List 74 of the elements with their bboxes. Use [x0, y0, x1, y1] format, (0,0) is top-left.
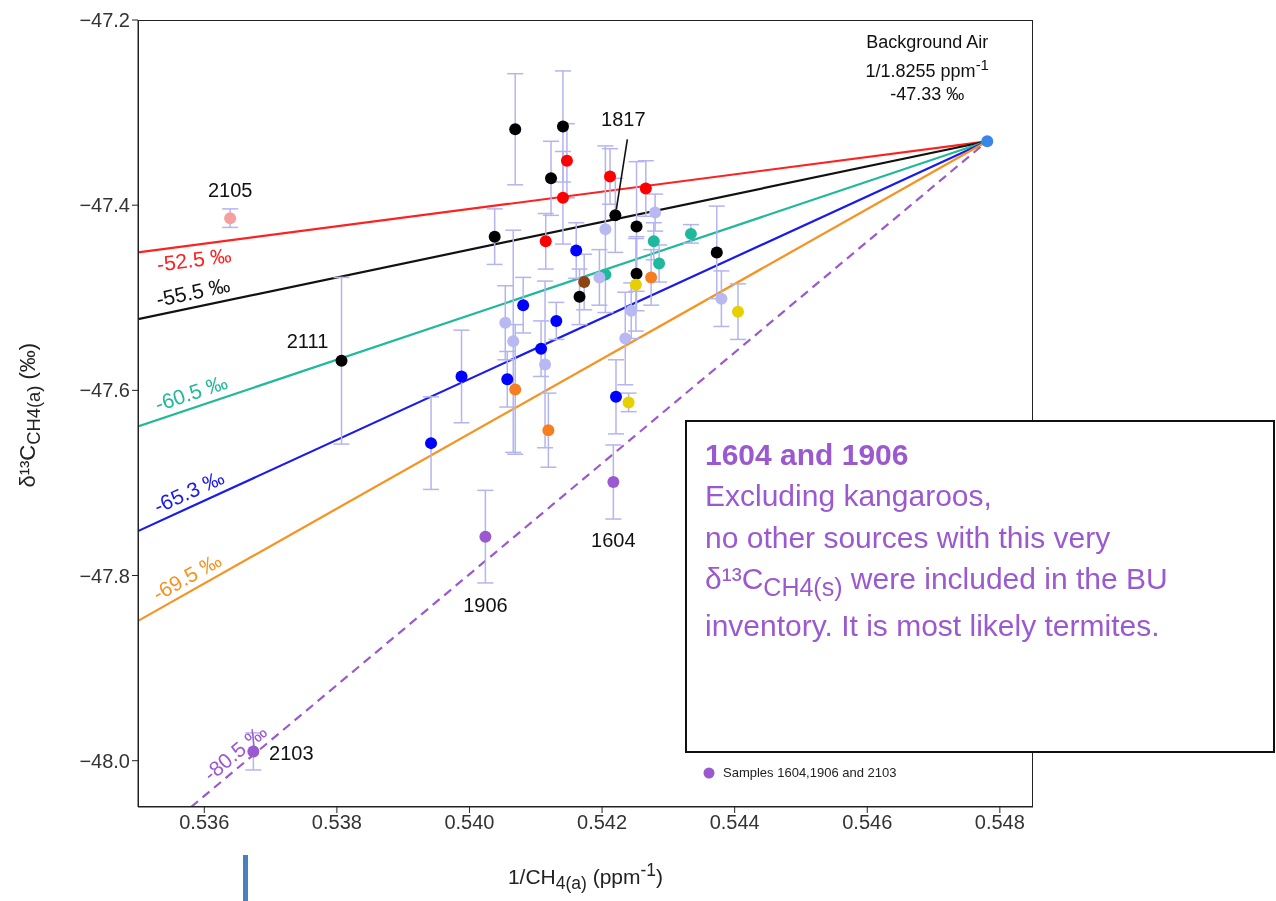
- text: -60.5 ‰: [151, 369, 231, 416]
- point: [545, 172, 558, 185]
- point: [593, 271, 606, 284]
- point: [425, 437, 438, 450]
- point: [715, 292, 728, 305]
- point: [630, 220, 643, 233]
- annotation: 2103: [269, 741, 314, 767]
- point: [517, 299, 530, 312]
- point: [629, 278, 642, 291]
- point: [560, 154, 573, 167]
- point: [599, 223, 612, 236]
- point: [501, 373, 514, 386]
- point: [619, 332, 632, 345]
- point: [335, 354, 348, 367]
- x-tick-label: 0.546: [842, 811, 893, 834]
- point: [455, 370, 468, 383]
- point: [610, 390, 622, 403]
- point: [645, 271, 658, 284]
- point: [647, 235, 660, 248]
- x-axis-title: 1/CH$_{4(a)}$ (ppm$^{-1}$): [506, 860, 665, 895]
- point: [625, 304, 638, 317]
- point: [622, 396, 635, 409]
- text: -65.3 ‰: [150, 465, 228, 518]
- annotation: 1604: [591, 528, 636, 553]
- point: [488, 230, 501, 243]
- point: [542, 424, 555, 437]
- point: [556, 120, 569, 133]
- point: [630, 267, 643, 280]
- point: [649, 206, 662, 219]
- x-tick-label: 0.544: [709, 811, 760, 834]
- point: [731, 305, 744, 318]
- note-box: 1604 and 1906 Excluding kangaroos, no other sources with this very δ¹³C$_{CH4(s)}$ were included in the BU inventory. It is most likely termites.: [685, 420, 1275, 753]
- point: [607, 476, 620, 489]
- point: [507, 335, 520, 348]
- point: [684, 227, 697, 240]
- annotation: Background Air 1/1.8255 ppm$^{-1}$ -47.33 ‰: [865, 31, 989, 107]
- point: [653, 257, 666, 270]
- point: [556, 191, 569, 204]
- point: [573, 290, 586, 303]
- x-tick-label: 0.536: [179, 811, 230, 834]
- annotation: 1906: [463, 592, 508, 618]
- x-tick-label: 0.542: [577, 811, 628, 834]
- x-tick-label: 0.538: [311, 811, 362, 834]
- y-tick-label: −47.6: [79, 379, 130, 402]
- point: [981, 135, 994, 148]
- point: [509, 383, 522, 396]
- x-tick-label: 0.540: [444, 811, 495, 834]
- point: [550, 314, 563, 327]
- annotation: 1604 and 1906: [705, 437, 910, 473]
- point: [639, 182, 652, 195]
- point: [609, 209, 622, 222]
- point: [570, 244, 583, 257]
- point: [539, 235, 552, 248]
- y-tick-label: −47.2: [79, 9, 130, 32]
- y-tick-label: −47.8: [79, 564, 130, 587]
- x-tick-label: 0.548: [974, 811, 1025, 834]
- annotation: Excluding kangaroos, no other sources with this very δ¹³C$_{CH4(s)}$ were included in the BU inventory. It is most likely termites.: [705, 478, 1169, 644]
- point: [578, 276, 591, 289]
- point: [604, 170, 617, 183]
- annotation: 2105: [207, 178, 253, 204]
- point: [499, 316, 512, 329]
- point: [539, 358, 552, 371]
- legend-label: Samples 1604,1906 and 2103: [723, 765, 897, 780]
- annotation: 2111: [286, 328, 329, 354]
- text: -69.5 ‰: [148, 548, 226, 606]
- point: [479, 530, 492, 543]
- point: [247, 745, 260, 758]
- point: [710, 246, 723, 259]
- y-tick-label: −47.4: [79, 194, 130, 217]
- point: [509, 123, 522, 136]
- y-tick-label: −48.0: [79, 749, 130, 772]
- annotation: 1817: [601, 107, 646, 133]
- point: [535, 342, 548, 355]
- point: [224, 212, 237, 225]
